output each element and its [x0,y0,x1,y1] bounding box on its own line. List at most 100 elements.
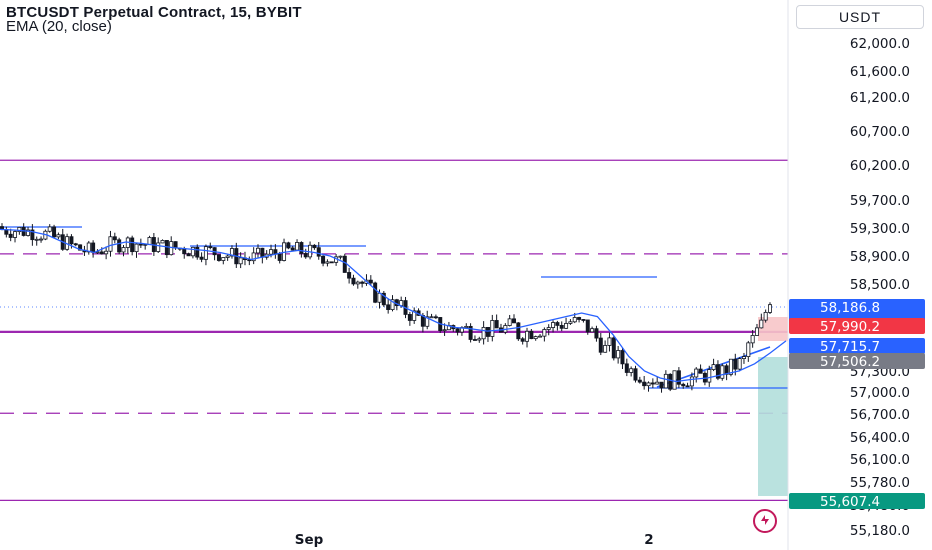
price-badge-value: 57,715.7 [820,339,880,355]
tradingview-logo-icon[interactable] [753,509,777,533]
candle-body [26,229,31,236]
candle-body [412,310,417,321]
candle-body [525,330,530,342]
candle-body [655,381,660,385]
candle-body [290,247,295,251]
candle-body [433,316,438,319]
candle-body [299,242,304,254]
candle-body [603,345,608,353]
candle-body [134,243,139,253]
candle-body [78,244,83,251]
candle-body [277,253,282,261]
candle-body [472,339,477,341]
candle-body [429,316,434,319]
candle-body [672,370,677,390]
candle-body [577,317,582,320]
candle-body [390,299,395,310]
candle-body [720,365,725,379]
price-axis[interactable]: 62,000.0 61,600.0 61,200.0 60,700.0 60,200.0… [850,36,910,539]
candle-body [768,304,773,313]
candle-body [564,323,569,329]
candle-body [73,243,78,246]
candle-body [303,253,308,258]
candle-body [39,238,44,241]
candle-body [590,328,595,333]
candles-layer [0,223,773,393]
candle-body [186,253,191,257]
candle-body [321,255,326,264]
price-tick-label: 57,000.0 [850,385,910,401]
candle-body [529,330,534,340]
candle-body [138,243,143,246]
candle-body [269,249,274,255]
candle-body [633,368,638,381]
candle-body [147,237,152,246]
candle-body [47,226,52,232]
candle-body [551,322,556,328]
candle-body [464,326,469,328]
candle-body [512,318,517,324]
target-zone [758,357,788,496]
candle-body [112,236,117,241]
candle-body [594,328,599,339]
time-tick-label: Sep [295,532,324,548]
candle-body [121,247,126,253]
price-badge [789,353,925,369]
candle-body [360,281,365,284]
candle-body [329,261,334,264]
price-badge [789,318,925,334]
candle-body [99,251,104,255]
candle-body [156,242,161,252]
candle-body [56,234,61,238]
price-tick-label: 56,100.0 [850,452,910,468]
candle-body [585,319,590,333]
candle-body [763,311,768,321]
candle-body [338,255,343,258]
candle-body [650,382,655,385]
candle-body [316,247,321,257]
price-tick-label: 59,700.0 [850,193,910,209]
candle-body [286,242,291,249]
price-tick-label: 60,200.0 [850,158,910,174]
candle-body [229,248,234,257]
candle-body [754,327,759,336]
candle-body [69,236,74,245]
price-badge [789,338,925,354]
candle-body [694,368,699,378]
candle-body [108,236,113,252]
candle-body [468,326,473,340]
price-badge [789,493,925,509]
currency-button[interactable]: USDT [796,5,924,29]
candle-body [676,370,681,385]
candle-body [555,322,560,326]
candle-body [663,373,668,389]
candle-body [685,385,690,388]
price-tick-label: 58,900.0 [850,249,910,265]
time-axis[interactable]: Sep 2 [295,532,654,548]
candle-body [572,317,577,323]
candle-body [611,337,616,359]
candle-body [386,304,391,310]
candle-body [225,255,230,258]
indicator-legend[interactable]: EMA (20, close) [6,18,112,35]
price-tick-label: 60,700.0 [850,124,910,140]
candle-body [741,356,746,359]
candle-body [342,255,347,273]
candle-body [368,279,373,284]
price-tick-label: 56,700.0 [850,407,910,423]
candle-body [629,368,634,373]
candle-body [308,244,313,258]
horizontal-levels [0,159,788,501]
candle-body [642,381,647,387]
candle-body [251,252,256,262]
candle-body [737,358,742,370]
candle-body [477,338,482,341]
candle-body [481,326,486,340]
candle-body [13,231,18,238]
candle-body [425,316,430,327]
price-tick-label: 61,600.0 [850,64,910,80]
candle-body [381,292,386,306]
candle-body [538,335,543,338]
candle-body [759,319,764,329]
